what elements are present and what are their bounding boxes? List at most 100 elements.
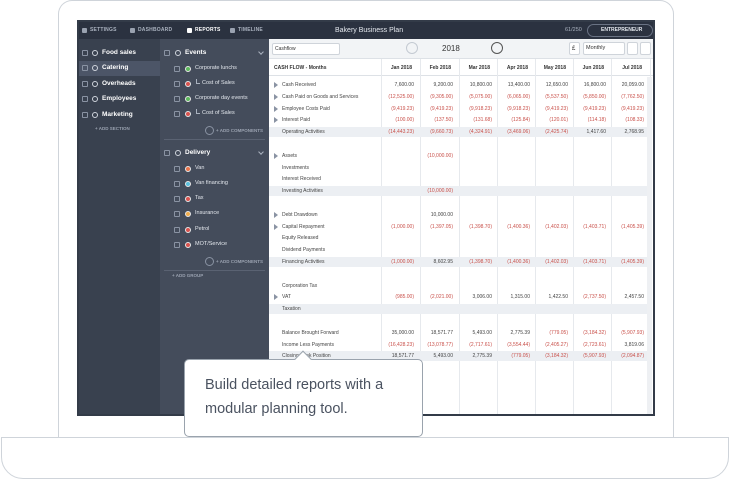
row-label: Debt Drawdown [282, 211, 318, 218]
cell-value: (9,305.00) [430, 93, 453, 100]
checkbox[interactable] [82, 65, 88, 71]
cell-value: (1,403.71) [583, 223, 606, 230]
cell-value: (1,400.36) [507, 259, 530, 265]
total-row [269, 185, 647, 196]
top-nav: SETTINGS DASHBOARD REPORTS TIMELINE Bakery B… [79, 22, 653, 39]
nav-icon [187, 28, 192, 33]
cell-value: 2,768.95 [624, 129, 644, 136]
checkbox [164, 50, 170, 56]
fullscreen-button[interactable] [640, 42, 651, 55]
checkbox[interactable] [82, 81, 88, 87]
cell-value: (5,907.93) [583, 353, 606, 360]
add-components[interactable]: + ADD COMPONENTS [216, 259, 263, 264]
cell-value: 2,775.39 [510, 329, 530, 336]
cell-value: (779.05) [549, 329, 568, 336]
cell-value: 13,400.00 [507, 82, 530, 88]
nav-item[interactable]: SETTINGS [90, 27, 117, 33]
group-icon [175, 150, 181, 157]
cell-value: (1,402.03) [545, 223, 568, 230]
column-line [535, 59, 536, 414]
cell-value: 10,800.00 [469, 82, 492, 88]
cell-value: 1,315.00 [510, 294, 530, 301]
total-row [269, 350, 647, 361]
prev-button[interactable] [406, 42, 418, 54]
add-group[interactable]: + ADD GROUP [172, 273, 204, 278]
nav-item[interactable]: DASHBOARD [138, 27, 173, 33]
cell-value: (9,419.23) [545, 105, 568, 112]
cell-value: (2,094.87) [621, 353, 644, 360]
checkbox [174, 241, 180, 248]
nav-item[interactable]: REPORTS [195, 27, 221, 33]
row-label: VAT [282, 294, 291, 301]
column-header: Jan 2018 [390, 65, 412, 71]
cell-value: (1,405.39) [621, 259, 644, 265]
column-line [459, 59, 460, 414]
cell-value: (2,405.27) [545, 341, 568, 348]
component-dot [185, 196, 191, 203]
cell-value: (9,660.73) [430, 129, 453, 136]
column-header: May 2018 [543, 65, 566, 71]
cell-value: (1,398.70) [469, 223, 492, 230]
cell-value: (5,907.93) [621, 329, 644, 336]
cell-value: (5,537.50) [545, 93, 568, 100]
cell-value: (10,000.00) [427, 152, 453, 159]
cell-value: (9,419.23) [391, 105, 414, 112]
sub-connector [196, 109, 200, 115]
row-label: Income Less Payments [282, 341, 334, 348]
section-name[interactable]: Marketing [102, 111, 133, 118]
component-dot [185, 65, 191, 72]
total-row [269, 303, 647, 314]
section-name[interactable]: Catering [102, 64, 129, 71]
year: 2018 [442, 44, 460, 53]
cell-value: (1,000.00) [391, 259, 414, 265]
section-name[interactable]: Employees [102, 95, 137, 102]
nav-item[interactable]: TIMELINE [238, 27, 263, 33]
cell-value: (3,184.32) [545, 353, 568, 360]
next-button[interactable] [491, 42, 503, 54]
plan-button[interactable] [587, 24, 653, 37]
report-select-text: Cashflow [275, 46, 296, 52]
component-dot [185, 95, 191, 102]
add-section[interactable]: + ADD SECTION [95, 126, 130, 131]
nav-icon [82, 28, 87, 33]
component-name: Van [195, 164, 205, 171]
cell-value: 3,819.06 [624, 341, 644, 348]
cell-value: 1,417.60 [586, 129, 606, 136]
section-icon [92, 81, 98, 87]
currency-button[interactable] [569, 42, 580, 55]
download-button[interactable] [627, 42, 638, 55]
checkbox[interactable] [82, 96, 88, 102]
section-name[interactable]: Food sales [102, 49, 136, 56]
section-icon [92, 96, 98, 102]
component-dot [185, 111, 191, 118]
component-name: Petrol [195, 225, 210, 232]
checkbox[interactable] [82, 50, 88, 56]
cell-value: (14,443.23) [388, 129, 414, 136]
add-components[interactable]: + ADD COMPONENTS [216, 128, 263, 134]
cell-value: (985.00) [395, 294, 414, 301]
expand-arrow [274, 223, 278, 230]
column-line [381, 59, 382, 414]
column-header: Feb 2018 [429, 65, 451, 71]
expand-arrow [274, 93, 278, 100]
checkbox [174, 165, 180, 172]
component-dot [185, 241, 191, 248]
component-name: MOT/Service [195, 240, 228, 247]
checkbox [164, 150, 170, 157]
cell-value: (1,403.71) [583, 259, 606, 265]
checkbox[interactable] [82, 112, 88, 118]
report-select[interactable] [272, 43, 340, 55]
row-label: Assets [282, 152, 298, 159]
cell-value: (2,737.50) [583, 294, 606, 301]
cell-value: (2,723.61) [583, 341, 606, 348]
add-icon [205, 257, 214, 266]
cell-value: 9,200.00 [433, 82, 453, 88]
cell-value: (120.01) [549, 117, 568, 124]
section-highlight [79, 61, 160, 76]
group-icon [175, 50, 181, 56]
checkbox [174, 80, 180, 87]
section-icon [92, 112, 98, 118]
section-name[interactable]: Overheads [102, 80, 136, 87]
period-select[interactable] [583, 42, 625, 55]
